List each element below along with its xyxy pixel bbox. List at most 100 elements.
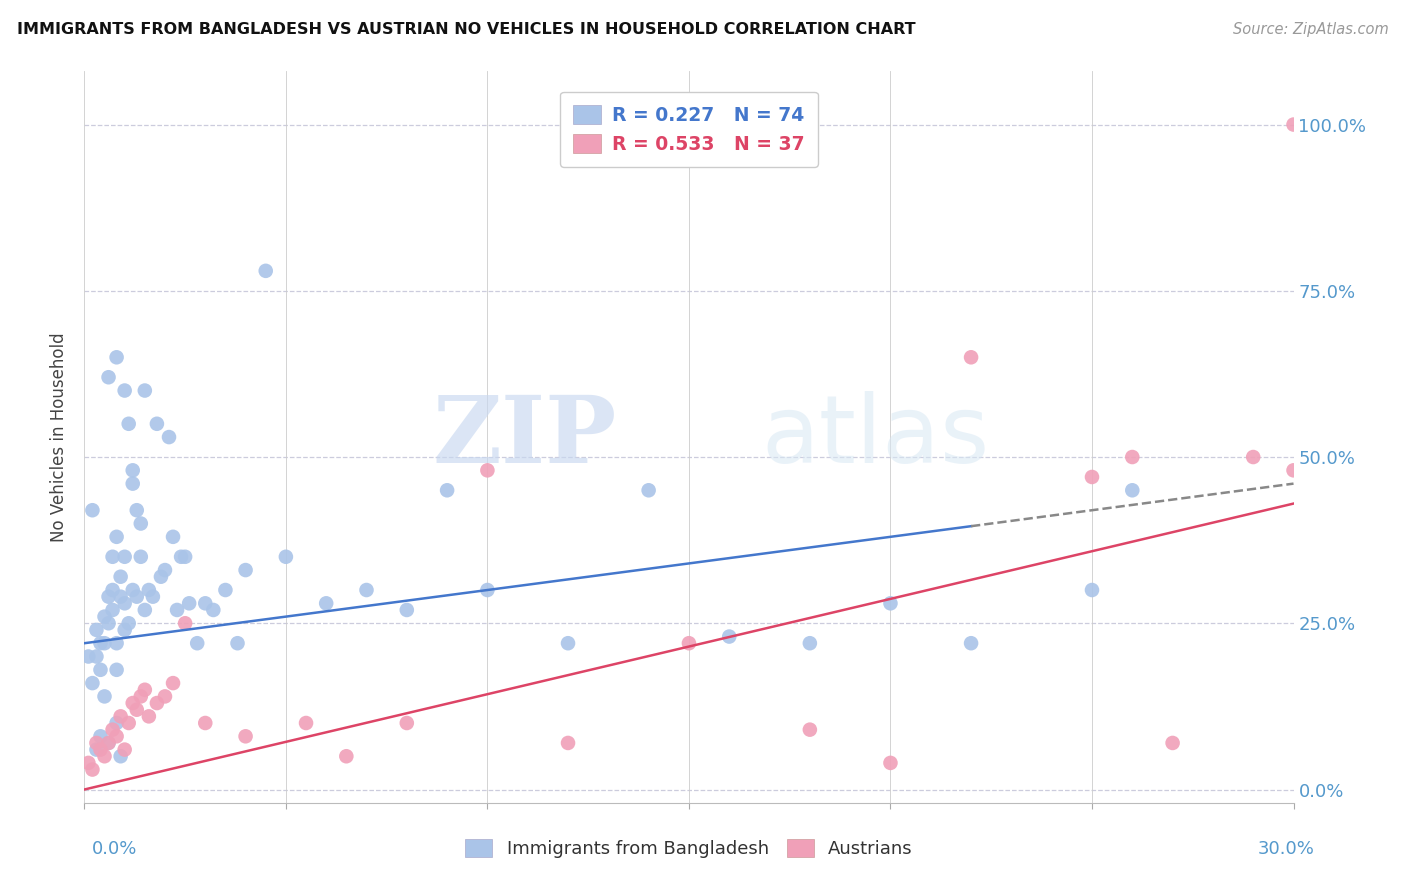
Point — [356, 582, 378, 597]
Point — [77, 756, 100, 770]
Point — [477, 582, 499, 597]
Point — [101, 603, 124, 617]
Point — [153, 690, 176, 704]
Point — [274, 549, 297, 564]
Point — [89, 663, 111, 677]
Point — [105, 351, 128, 365]
Point — [194, 716, 217, 731]
Point — [105, 530, 128, 544]
Point — [142, 590, 165, 604]
Text: Source: ZipAtlas.com: Source: ZipAtlas.com — [1233, 22, 1389, 37]
Point — [1121, 483, 1143, 498]
Point — [879, 596, 901, 610]
Point — [315, 596, 337, 610]
Point — [86, 736, 108, 750]
Point — [82, 763, 104, 777]
Text: 30.0%: 30.0% — [1258, 840, 1315, 858]
Point — [1282, 463, 1305, 477]
Point — [157, 430, 180, 444]
Point — [118, 716, 141, 731]
Point — [1241, 450, 1264, 464]
Point — [186, 636, 208, 650]
Point — [134, 603, 156, 617]
Point — [799, 636, 821, 650]
Point — [93, 690, 115, 704]
Point — [335, 749, 357, 764]
Point — [477, 463, 499, 477]
Point — [105, 663, 128, 677]
Point — [170, 549, 193, 564]
Point — [718, 630, 741, 644]
Point — [254, 264, 277, 278]
Point — [105, 729, 128, 743]
Point — [235, 729, 257, 743]
Point — [105, 716, 128, 731]
Point — [179, 596, 201, 610]
Point — [557, 736, 579, 750]
Point — [174, 549, 197, 564]
Point — [138, 582, 160, 597]
Text: atlas: atlas — [762, 391, 990, 483]
Point — [129, 690, 152, 704]
Point — [557, 636, 579, 650]
Point — [118, 616, 141, 631]
Point — [77, 649, 100, 664]
Point — [97, 590, 120, 604]
Point — [235, 563, 257, 577]
Point — [86, 623, 108, 637]
Point — [82, 503, 104, 517]
Point — [166, 603, 188, 617]
Point — [86, 742, 108, 756]
Point — [114, 596, 136, 610]
Point — [114, 549, 136, 564]
Point — [114, 384, 136, 398]
Point — [162, 530, 184, 544]
Point — [105, 636, 128, 650]
Point — [101, 549, 124, 564]
Point — [395, 603, 418, 617]
Point — [97, 736, 120, 750]
Point — [1282, 118, 1305, 132]
Point — [93, 749, 115, 764]
Point — [114, 742, 136, 756]
Point — [436, 483, 458, 498]
Point — [121, 696, 143, 710]
Point — [162, 676, 184, 690]
Point — [121, 476, 143, 491]
Legend: Immigrants from Bangladesh, Austrians: Immigrants from Bangladesh, Austrians — [456, 830, 922, 867]
Point — [114, 623, 136, 637]
Point — [194, 596, 217, 610]
Point — [1161, 736, 1184, 750]
Point — [879, 756, 901, 770]
Point — [134, 384, 156, 398]
Point — [125, 703, 148, 717]
Point — [97, 616, 120, 631]
Point — [1121, 450, 1143, 464]
Point — [118, 417, 141, 431]
Point — [637, 483, 659, 498]
Point — [97, 370, 120, 384]
Point — [295, 716, 318, 731]
Point — [110, 590, 132, 604]
Point — [101, 582, 124, 597]
Point — [214, 582, 236, 597]
Point — [125, 590, 148, 604]
Point — [86, 649, 108, 664]
Point — [121, 582, 143, 597]
Point — [110, 749, 132, 764]
Point — [101, 723, 124, 737]
Point — [1081, 582, 1104, 597]
Point — [89, 729, 111, 743]
Point — [799, 723, 821, 737]
Y-axis label: No Vehicles in Household: No Vehicles in Household — [51, 332, 69, 542]
Point — [678, 636, 700, 650]
Point — [129, 549, 152, 564]
Point — [93, 636, 115, 650]
Point — [226, 636, 249, 650]
Point — [97, 736, 120, 750]
Point — [125, 503, 148, 517]
Point — [1081, 470, 1104, 484]
Point — [146, 417, 169, 431]
Point — [110, 709, 132, 723]
Point — [129, 516, 152, 531]
